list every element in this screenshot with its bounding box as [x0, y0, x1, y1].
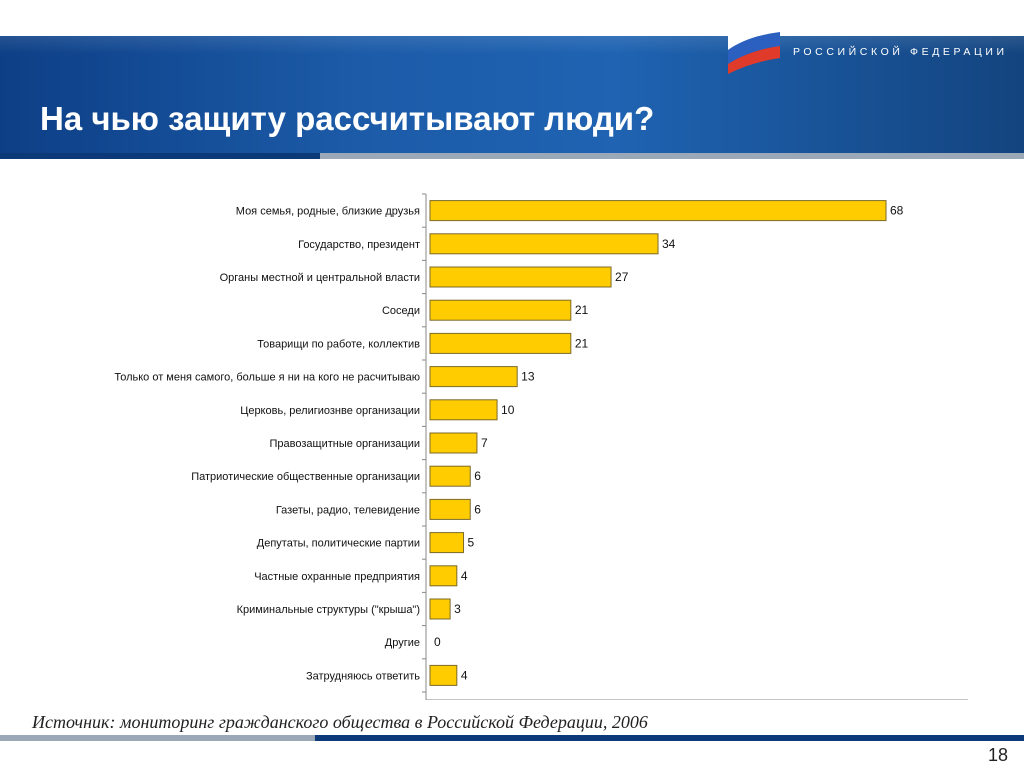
category-label: Другие — [385, 637, 420, 649]
bar — [429, 233, 659, 255]
bar — [429, 465, 471, 487]
category-label: Депутаты, политические партии — [257, 538, 420, 550]
bar — [429, 498, 471, 520]
category-label: Соседи — [382, 305, 420, 317]
category-label: Правозащитные организации — [270, 438, 421, 450]
page-number: 18 — [987, 745, 1008, 765]
value-label: 68 — [890, 204, 904, 218]
header-stripe-left — [0, 153, 320, 159]
category-label: Моя семья, родные, близкие друзья — [236, 206, 420, 218]
footer-stripe-right — [315, 735, 1024, 741]
footer-stripe-left — [0, 735, 315, 741]
russian-flag-logo-icon — [728, 18, 780, 74]
value-label: 34 — [662, 237, 676, 251]
bar — [429, 664, 458, 686]
slide-title: На чью защиту рассчитывают люди? — [40, 100, 655, 137]
bar-chart: Моя семья, родные, близкие друзья 68 Госуд… — [114, 193, 968, 700]
category-label: Затрудняюсь ответить — [306, 670, 420, 682]
value-label: 3 — [454, 602, 461, 616]
category-label: Церковь, религиознве организации — [240, 405, 420, 417]
value-label: 13 — [521, 370, 535, 384]
category-label: Газеты, радио, телевидение — [276, 504, 420, 516]
bar — [429, 332, 572, 354]
value-label: 6 — [474, 502, 481, 516]
category-label: Криминальные структуры ("крыша") — [237, 604, 420, 616]
value-label: 10 — [501, 403, 515, 417]
bar — [429, 366, 518, 388]
source-note: Источник: мониторинг гражданского общест… — [32, 712, 648, 732]
value-label: 0 — [434, 635, 441, 649]
bar — [429, 200, 887, 222]
bar — [429, 299, 572, 321]
value-label: 6 — [474, 469, 481, 483]
org-name-line1: ОБЩЕСТВЕННАЯ ПАЛАТА — [793, 18, 1000, 30]
bar — [429, 565, 458, 587]
value-label: 7 — [481, 436, 488, 450]
header-stripe-right — [320, 153, 1024, 159]
value-label: 21 — [575, 303, 589, 317]
category-label: Частные охранные предприятия — [254, 571, 420, 583]
value-label: 4 — [461, 569, 468, 583]
category-label: Органы местной и центральной власти — [220, 272, 420, 284]
value-label: 5 — [468, 536, 475, 550]
bar — [429, 266, 612, 288]
category-label: Только от меня самого, больше я ни на ко… — [114, 372, 420, 384]
value-label: 4 — [461, 668, 468, 682]
category-label: Патриотические общественные организации — [191, 471, 420, 483]
bar — [429, 432, 478, 454]
bar — [429, 399, 498, 421]
bar — [429, 532, 465, 554]
category-label: Государство, президент — [298, 239, 420, 251]
value-label: 27 — [615, 270, 629, 284]
org-name-line2: РОССИЙСКОЙ ФЕДЕРАЦИИ — [793, 46, 1008, 58]
bar — [429, 598, 451, 620]
category-label: Товарищи по работе, коллектив — [257, 338, 420, 350]
value-label: 21 — [575, 336, 589, 350]
